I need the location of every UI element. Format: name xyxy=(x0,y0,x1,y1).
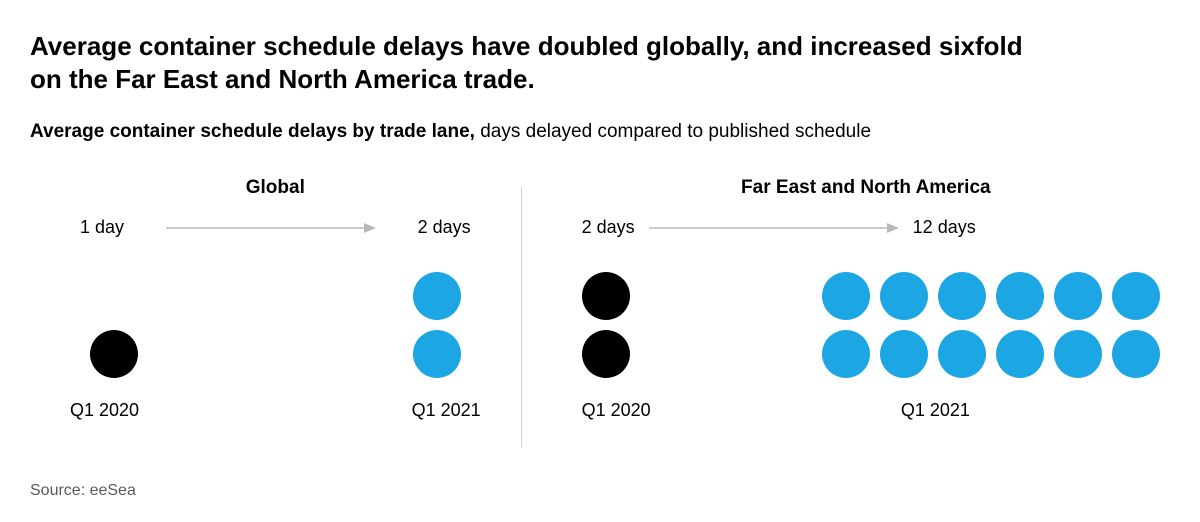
x-labels-far-east: Q1 2020 Q1 2021 xyxy=(562,400,1170,421)
before-dots-global xyxy=(90,330,138,378)
delay-dot xyxy=(582,330,630,378)
dot-area-far-east xyxy=(562,258,1170,378)
headline: Average container schedule delays have d… xyxy=(30,30,1030,95)
after-dots-global xyxy=(413,272,461,378)
delay-dot xyxy=(582,272,630,320)
delay-dot xyxy=(880,272,928,320)
panel-title-global: Global xyxy=(30,177,521,199)
panels-container: Global 1 day 2 days Q1 2020 Q1 2021 Far … xyxy=(30,177,1170,457)
source-text: Source: eeSea xyxy=(30,482,136,500)
arrow-icon xyxy=(166,221,376,235)
delay-dot xyxy=(413,272,461,320)
panel-title-far-east: Far East and North America xyxy=(562,177,1170,199)
delay-dot xyxy=(90,330,138,378)
panel-far-east: Far East and North America 2 days 12 day… xyxy=(522,177,1170,457)
subtitle-bold: Average container schedule delays by tra… xyxy=(30,121,475,142)
delay-dot xyxy=(880,330,928,378)
x-labels-global: Q1 2020 Q1 2021 xyxy=(30,400,521,421)
value-row-global: 1 day 2 days xyxy=(30,217,521,238)
delay-dot xyxy=(1054,272,1102,320)
delay-dot xyxy=(996,330,1044,378)
arrow-icon xyxy=(649,221,899,235)
dot-area-global xyxy=(30,258,521,378)
delay-dot xyxy=(1054,330,1102,378)
delay-dot xyxy=(1112,330,1160,378)
after-period-far-east: Q1 2021 xyxy=(651,400,1160,421)
delay-dot xyxy=(996,272,1044,320)
after-dots-far-east xyxy=(822,272,1160,378)
delay-dot xyxy=(413,330,461,378)
delay-dot xyxy=(822,272,870,320)
delay-dot xyxy=(1112,272,1160,320)
after-period-global: Q1 2021 xyxy=(412,400,481,421)
delay-dot xyxy=(938,272,986,320)
before-dots-far-east xyxy=(582,272,630,378)
after-value-global: 2 days xyxy=(418,217,471,238)
before-period-far-east: Q1 2020 xyxy=(582,400,651,421)
after-value-far-east: 12 days xyxy=(913,217,976,238)
subtitle: Average container schedule delays by tra… xyxy=(30,121,1170,143)
before-value-global: 1 day xyxy=(80,217,124,238)
panel-global: Global 1 day 2 days Q1 2020 Q1 2021 xyxy=(30,177,521,457)
delay-dot xyxy=(822,330,870,378)
value-row-far-east: 2 days 12 days xyxy=(562,217,1170,238)
before-period-global: Q1 2020 xyxy=(70,400,139,421)
delay-dot xyxy=(938,330,986,378)
before-value-far-east: 2 days xyxy=(582,217,635,238)
subtitle-rest: days delayed compared to published sched… xyxy=(475,121,871,142)
